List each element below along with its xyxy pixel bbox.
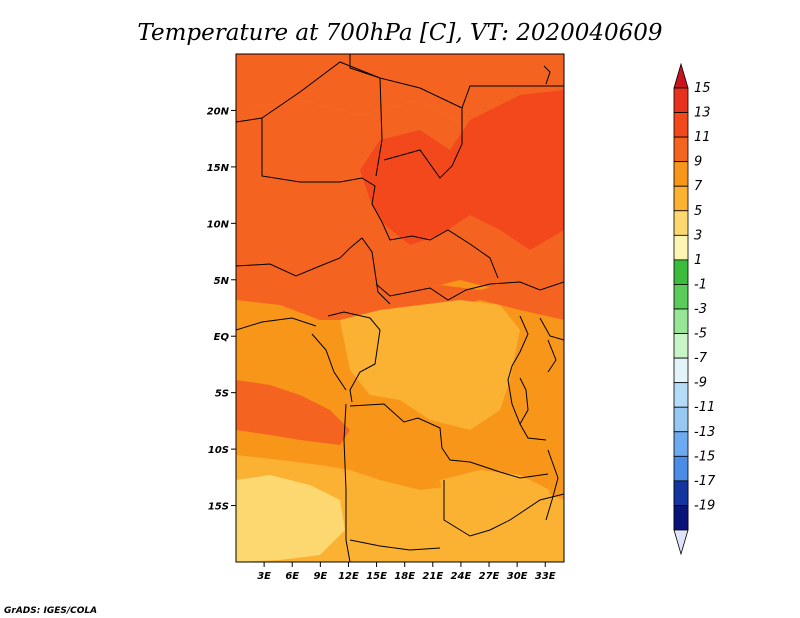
x-tick-label: 12E: [338, 571, 359, 582]
x-tick-label: 3E: [257, 571, 271, 582]
colorbar-label: -15: [694, 449, 715, 464]
colorbar-label: 11: [694, 130, 711, 145]
colorbar-swatch: [673, 234, 689, 261]
colorbar-label: 13: [694, 106, 711, 121]
region-sahara-north: [236, 54, 564, 130]
colorbar-label: -5: [694, 327, 707, 342]
colorbar-swatch: [673, 210, 689, 236]
x-tick-label: 24E: [451, 571, 472, 582]
colorbar-swatch: [673, 333, 689, 359]
colorbar-label: -19: [694, 498, 715, 513]
colorbar-label: 9: [694, 155, 702, 170]
x-tick-label: 18E: [394, 571, 415, 582]
map-field: [236, 54, 564, 562]
colorbar-swatch-dark: [673, 480, 689, 506]
colorbar-label: -9: [694, 376, 707, 391]
colorbar-label: 3: [694, 228, 702, 243]
colorbar-swatch: [673, 406, 689, 433]
plot-frame: [235, 53, 565, 563]
colorbar-swatch: [673, 431, 689, 457]
colorbar-label: 7: [694, 179, 703, 194]
colorbar-min-cap: [673, 529, 689, 556]
colorbar-swatch: [673, 87, 689, 113]
colorbar-swatch: [673, 161, 689, 187]
colorbar-swatch: [673, 112, 689, 138]
colorbar-label: 15: [694, 81, 711, 96]
region-congo-basin: [340, 300, 520, 430]
x-axis-ticks: 3E 6E 9E 12E 15E 18E 21E 24E 27E 30E 33E: [257, 562, 556, 582]
colorbar-swatch: [673, 136, 689, 163]
x-tick-label: 21E: [422, 571, 443, 582]
y-axis-ticks: 20N 15N 10N 5N EQ 5S 10S 15S: [207, 106, 236, 513]
colorbar-swatch: [673, 308, 689, 334]
x-tick-label: 30E: [507, 571, 528, 582]
x-tick-label: 33E: [535, 571, 556, 582]
region-atlantic-east: [236, 380, 350, 445]
colorbar-label: -7: [694, 351, 708, 366]
region-namibia-coast: [236, 475, 345, 562]
colorbar-label: -3: [694, 302, 707, 317]
colorbar-swatch: [673, 284, 689, 310]
colorbar-swatch-dark: [673, 505, 689, 531]
y-tick-label: 5S: [215, 389, 229, 400]
x-tick-label: 6E: [285, 571, 299, 582]
colorbar: 15 13 11 9 7 5 3 1 -1 -3 -5 -7 -9 -11 -13 -15 -17 -19: [673, 62, 716, 556]
region-zambia: [440, 470, 550, 535]
y-tick-label: 5N: [214, 276, 230, 287]
y-tick-label: 10N: [207, 219, 230, 230]
x-tick-label: 15E: [366, 571, 387, 582]
y-tick-label: EQ: [214, 332, 230, 343]
colorbar-swatch: [673, 185, 689, 212]
colorbar-max-cap: [673, 62, 689, 89]
colorbar-swatch: [673, 259, 689, 285]
colorbar-label: -11: [694, 400, 715, 415]
colorbar-label: -1: [694, 277, 707, 292]
y-tick-label: 10S: [208, 445, 229, 456]
colorbar-label: -13: [694, 425, 715, 440]
region-chad-sudan: [360, 90, 564, 250]
chart-title: Temperature at 700hPa [C], VT: 202004060…: [137, 20, 662, 46]
colorbar-swatch: [673, 357, 689, 384]
colorbar-label: 5: [694, 204, 702, 219]
grads-credit: GrADS: IGES/COLA: [4, 606, 97, 616]
country-borders: [236, 54, 564, 562]
colorbar-label: -17: [694, 474, 716, 489]
y-tick-label: 15N: [207, 163, 230, 174]
colorbar-swatch: [673, 455, 689, 482]
x-tick-label: 9E: [313, 571, 327, 582]
y-tick-label: 15S: [208, 502, 229, 513]
y-tick-label: 20N: [207, 106, 230, 117]
x-tick-label: 27E: [479, 571, 500, 582]
colorbar-label: 1: [694, 253, 702, 268]
colorbar-swatch: [673, 382, 689, 408]
region-central-band: [236, 265, 564, 320]
